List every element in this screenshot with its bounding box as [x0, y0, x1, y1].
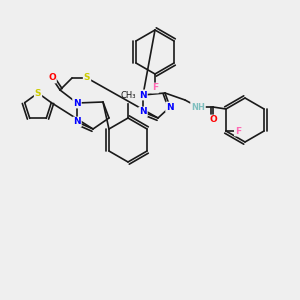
Text: O: O: [209, 116, 217, 124]
Text: N: N: [73, 118, 81, 127]
Text: N: N: [139, 91, 147, 100]
Text: CH₃: CH₃: [120, 91, 136, 100]
Text: N: N: [166, 103, 174, 112]
Text: S: S: [35, 88, 41, 98]
Text: F: F: [152, 83, 158, 92]
Text: N: N: [139, 107, 147, 116]
Text: NH: NH: [191, 103, 205, 112]
Text: N: N: [73, 98, 81, 107]
Text: F: F: [235, 127, 241, 136]
Text: O: O: [48, 74, 56, 82]
Text: S: S: [84, 74, 90, 82]
